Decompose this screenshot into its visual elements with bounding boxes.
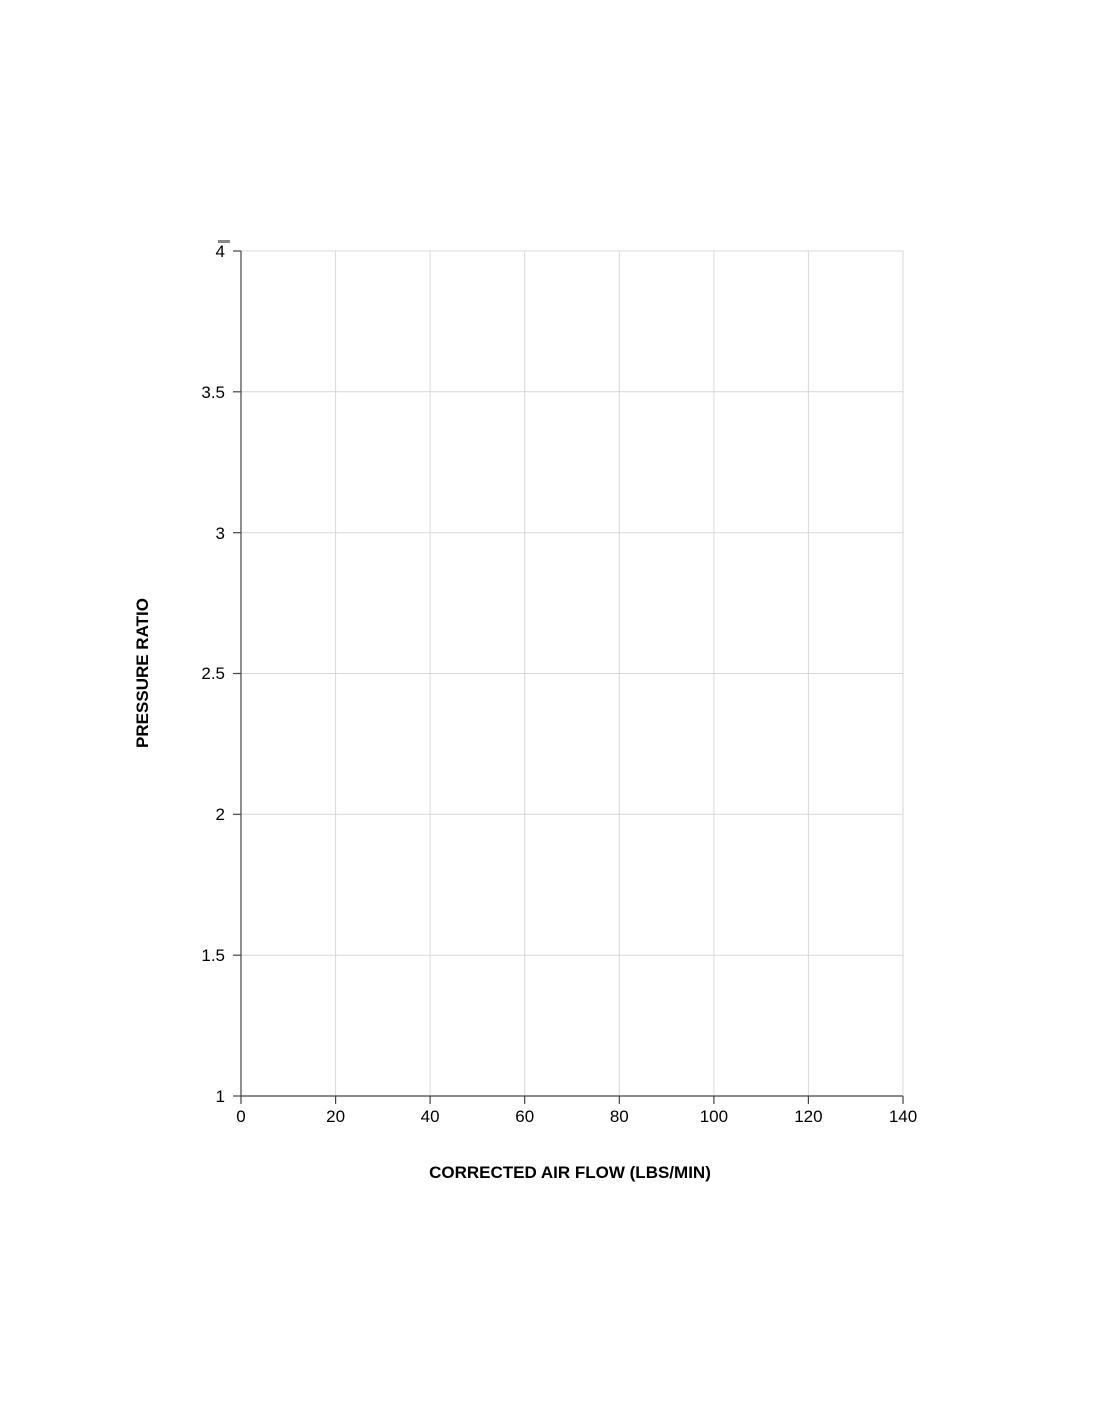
- svg-text:120: 120: [794, 1107, 822, 1126]
- svg-text:CORRECTED AIR FLOW (LBS/MIN): CORRECTED AIR FLOW (LBS/MIN): [429, 1163, 711, 1182]
- svg-text:2.5: 2.5: [201, 664, 225, 683]
- svg-text:20: 20: [326, 1107, 345, 1126]
- svg-text:100: 100: [700, 1107, 728, 1126]
- svg-text:1.5: 1.5: [201, 946, 225, 965]
- svg-text:3.5: 3.5: [201, 383, 225, 402]
- svg-text:4: 4: [216, 242, 225, 261]
- svg-text:80: 80: [610, 1107, 629, 1126]
- svg-text:PRESSURE RATIO: PRESSURE RATIO: [133, 598, 152, 748]
- svg-text:40: 40: [421, 1107, 440, 1126]
- svg-text:3: 3: [216, 524, 225, 543]
- svg-text:0: 0: [236, 1107, 245, 1126]
- svg-text:2: 2: [216, 805, 225, 824]
- svg-text:1: 1: [216, 1087, 225, 1106]
- svg-text:140: 140: [889, 1107, 917, 1126]
- svg-text:60: 60: [515, 1107, 534, 1126]
